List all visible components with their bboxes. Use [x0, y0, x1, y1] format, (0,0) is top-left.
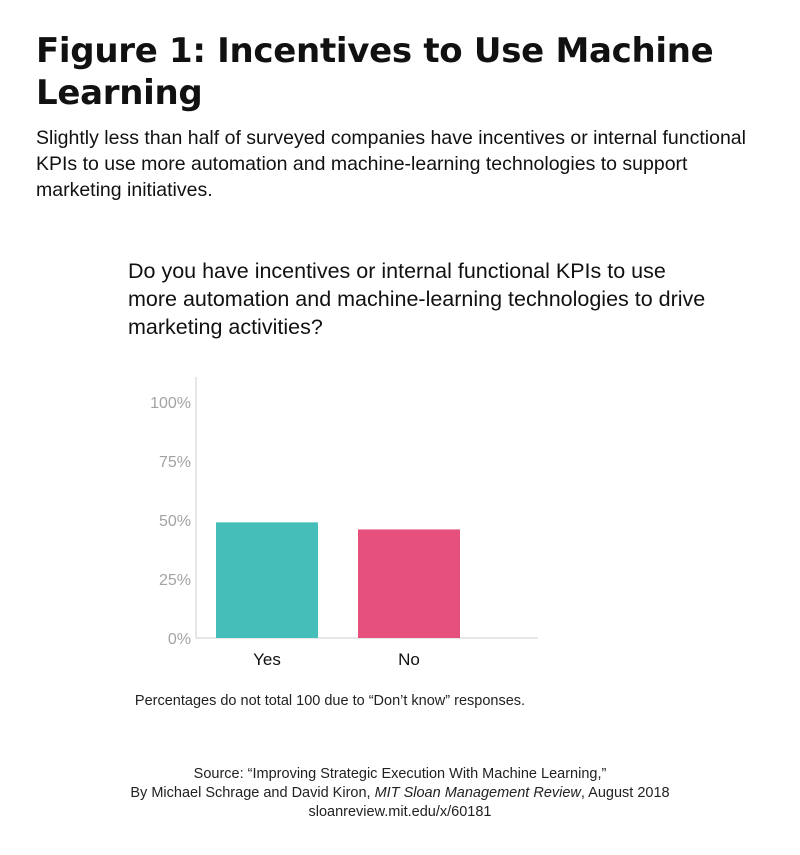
footnote: Percentages do not total 100 due to “Don… — [134, 693, 526, 709]
source-url: sloanreview.mit.edu/x/60181 — [308, 804, 492, 820]
chart-subtitle: Slightly less than half of surveyed comp… — [36, 127, 746, 201]
x-tick-label: Yes — [253, 650, 281, 669]
y-tick-label: 25% — [159, 572, 191, 589]
survey-question: Do you have incentives or internal funct… — [128, 259, 706, 339]
source-authors: By Michael Schrage and David Kiron, — [130, 785, 375, 801]
bar-chart: 0% 25% 50% 75% 100% Yes No — [150, 377, 538, 669]
bar-yes — [216, 522, 318, 638]
source-citation: Source: “Improving Strategic Execution W… — [0, 765, 800, 822]
y-tick-label: 50% — [159, 513, 191, 530]
source-line-2: By Michael Schrage and David Kiron, MIT … — [0, 784, 800, 803]
chart-title: Figure 1: Incentives to Use Machine Lear… — [36, 31, 714, 113]
y-tick-label: 100% — [150, 395, 191, 412]
y-tick-label: 0% — [168, 631, 191, 648]
y-tick-label: 75% — [159, 454, 191, 471]
x-tick-label: No — [398, 650, 420, 669]
bar-no — [358, 529, 460, 638]
source-line-1: Source: “Improving Strategic Execution W… — [193, 766, 607, 782]
source-publication: MIT Sloan Management Review — [374, 785, 581, 801]
source-date: , August 2018 — [580, 785, 670, 801]
